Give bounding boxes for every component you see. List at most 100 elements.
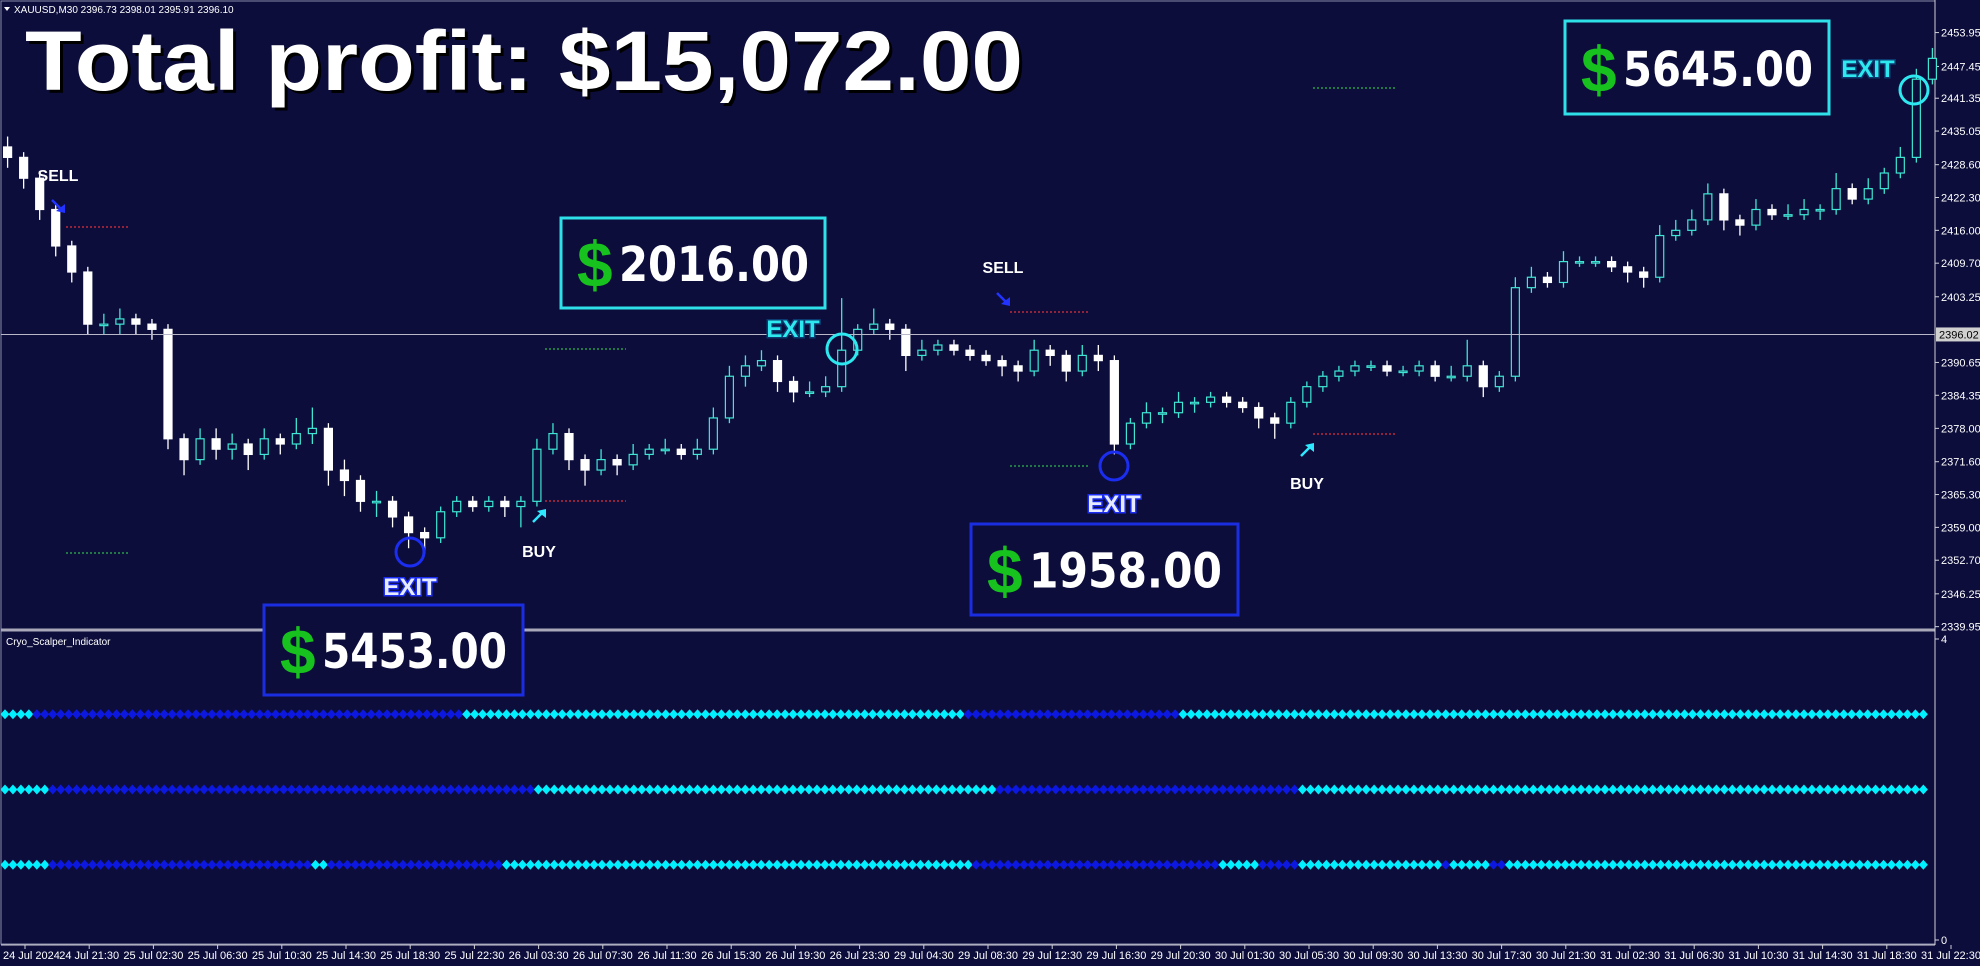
indicator-diamond: [1274, 859, 1284, 870]
indicator-diamond: [1656, 709, 1666, 720]
indicator-diamond: [1194, 859, 1204, 870]
candle-body: [1093, 354, 1103, 362]
indicator-diamond: [1345, 859, 1355, 870]
indicator-diamond: [756, 784, 766, 795]
indicator-diamond: [573, 859, 583, 870]
indicator-diamond: [979, 709, 989, 720]
indicator-diamond: [1433, 784, 1443, 795]
indicator-diamond: [621, 784, 631, 795]
indicator-diamond: [72, 784, 82, 795]
indicator-diamond: [1616, 784, 1626, 795]
indicator-diamond: [852, 859, 862, 870]
indicator-diamond: [374, 784, 384, 795]
indicator-diamond: [1711, 859, 1721, 870]
x-tick-label: 29 Jul 04:30: [894, 950, 954, 962]
indicator-diamond: [334, 709, 344, 720]
indicator-diamond: [1242, 859, 1252, 870]
indicator-diamond: [358, 709, 368, 720]
candle-body: [436, 511, 446, 539]
indicator-diamond: [342, 784, 352, 795]
x-tick-label: 30 Jul 17:30: [1472, 950, 1532, 962]
indicator-diamond: [525, 784, 535, 795]
indicator-diamond: [72, 859, 82, 870]
indicator-diamond: [1600, 709, 1610, 720]
indicator-diamond: [271, 784, 281, 795]
indicator-diamond: [8, 859, 18, 870]
indicator-diamond: [478, 784, 488, 795]
indicator-diamond: [310, 784, 320, 795]
x-tick-label: 25 Jul 10:30: [252, 950, 312, 962]
indicator-diamond: [310, 859, 320, 870]
y-tick-label: 2384.35: [1941, 390, 1980, 402]
indicator-diamond: [1321, 709, 1331, 720]
y-tick-label: 2371.60: [1941, 457, 1980, 469]
indicator-diamond: [1902, 709, 1912, 720]
candle-body: [1542, 276, 1553, 284]
indicator-diamond: [127, 784, 137, 795]
indicator-diamond: [1504, 784, 1514, 795]
indicator-diamond: [1743, 859, 1753, 870]
indicator-diamond: [1449, 859, 1459, 870]
indicator-diamond: [1727, 709, 1737, 720]
indicator-diamond: [517, 709, 527, 720]
indicator-diamond: [1520, 784, 1530, 795]
indicator-diamond: [613, 784, 623, 795]
indicator-diamond: [0, 709, 10, 720]
indicator-diamond: [207, 709, 217, 720]
indicator-diamond: [1465, 859, 1475, 870]
indicator-diamond: [1210, 709, 1220, 720]
indicator-diamond: [1098, 709, 1108, 720]
x-tick-label: 29 Jul 12:30: [1022, 950, 1082, 962]
indicator-diamond: [1815, 709, 1825, 720]
indicator-diamond: [700, 709, 710, 720]
indicator-diamond: [1711, 709, 1721, 720]
candle-body: [1446, 375, 1456, 379]
indicator-diamond: [1775, 859, 1785, 870]
indicator-diamond: [390, 784, 400, 795]
indicator-diamond: [1258, 709, 1268, 720]
indicator-diamond: [1544, 784, 1554, 795]
indicator-diamond: [1043, 784, 1053, 795]
indicator-diamond: [1847, 784, 1857, 795]
indicator-diamond: [724, 784, 734, 795]
indicator-diamond: [597, 784, 607, 795]
candle-body: [821, 386, 831, 393]
indicator-diamond: [1672, 784, 1682, 795]
indicator-diamond: [804, 784, 814, 795]
indicator-diamond: [1083, 709, 1093, 720]
indicator-diamond: [501, 784, 511, 795]
indicator-diamond: [88, 709, 98, 720]
indicator-diamond: [828, 784, 838, 795]
candle-body: [1077, 354, 1087, 372]
candle-body: [131, 318, 141, 325]
indicator-diamond: [1855, 859, 1865, 870]
indicator-diamond: [1337, 859, 1347, 870]
indicator-diamond: [1345, 709, 1355, 720]
indicator-diamond: [947, 784, 957, 795]
indicator-diamond: [1441, 784, 1451, 795]
indicator-diamond: [1106, 709, 1116, 720]
y-tick-label: 2352.70: [1941, 555, 1980, 567]
indicator-diamond: [247, 859, 257, 870]
indicator-diamond: [947, 859, 957, 870]
candle-body: [67, 245, 77, 273]
indicator-diamond: [565, 859, 575, 870]
indicator-diamond: [637, 709, 647, 720]
indicator-diamond: [637, 784, 647, 795]
x-tick-label: 30 Jul 21:30: [1536, 950, 1596, 962]
indicator-diamond: [780, 784, 790, 795]
candle-body: [1687, 219, 1697, 231]
indicator-diamond: [40, 784, 50, 795]
candle-body: [99, 323, 109, 327]
indicator-diamond: [1703, 784, 1713, 795]
indicator-diamond: [852, 709, 862, 720]
indicator-diamond: [1560, 859, 1570, 870]
indicator-diamond: [939, 784, 949, 795]
indicator-diamond: [1441, 859, 1451, 870]
indicator-diamond: [24, 709, 34, 720]
indicator-diamond: [693, 784, 703, 795]
indicator-diamond: [868, 784, 878, 795]
candle-body: [1735, 219, 1745, 226]
